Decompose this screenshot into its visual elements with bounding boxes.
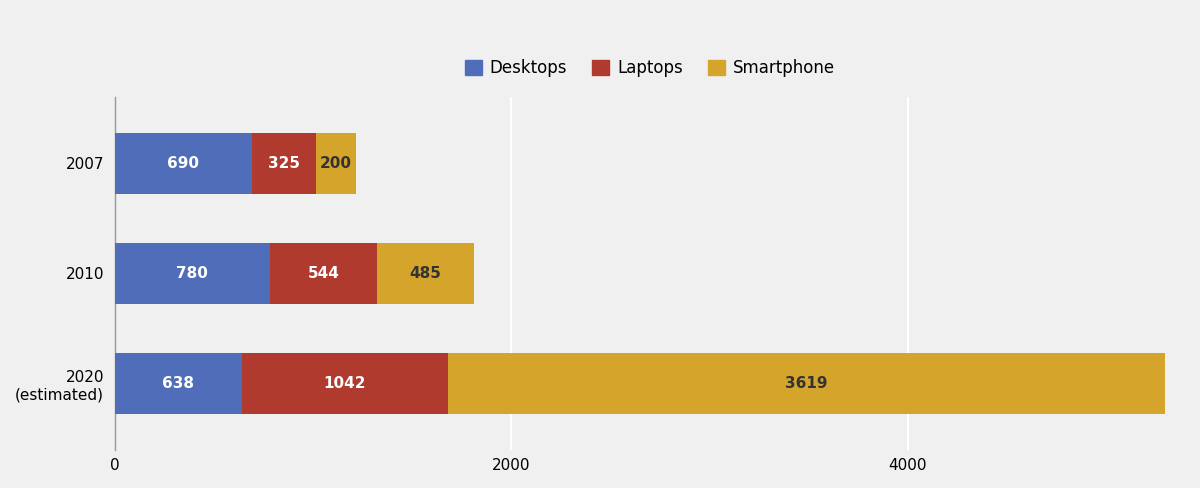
Text: 1042: 1042	[324, 376, 366, 391]
Bar	[115, 353, 241, 414]
Text: 638: 638	[162, 376, 194, 391]
Text: 544: 544	[307, 266, 340, 281]
Bar	[241, 353, 448, 414]
Legend: Desktops, Laptops, Smartphone: Desktops, Laptops, Smartphone	[458, 53, 842, 84]
Text: 485: 485	[409, 266, 442, 281]
Text: 200: 200	[320, 156, 352, 171]
Text: 690: 690	[168, 156, 199, 171]
Text: 780: 780	[176, 266, 209, 281]
Bar	[115, 243, 270, 304]
Text: 325: 325	[268, 156, 300, 171]
Bar	[270, 243, 378, 304]
Bar	[378, 243, 474, 304]
Bar	[448, 353, 1165, 414]
Bar	[115, 133, 252, 194]
Bar	[252, 133, 317, 194]
Text: 3619: 3619	[785, 376, 828, 391]
Bar	[317, 133, 356, 194]
